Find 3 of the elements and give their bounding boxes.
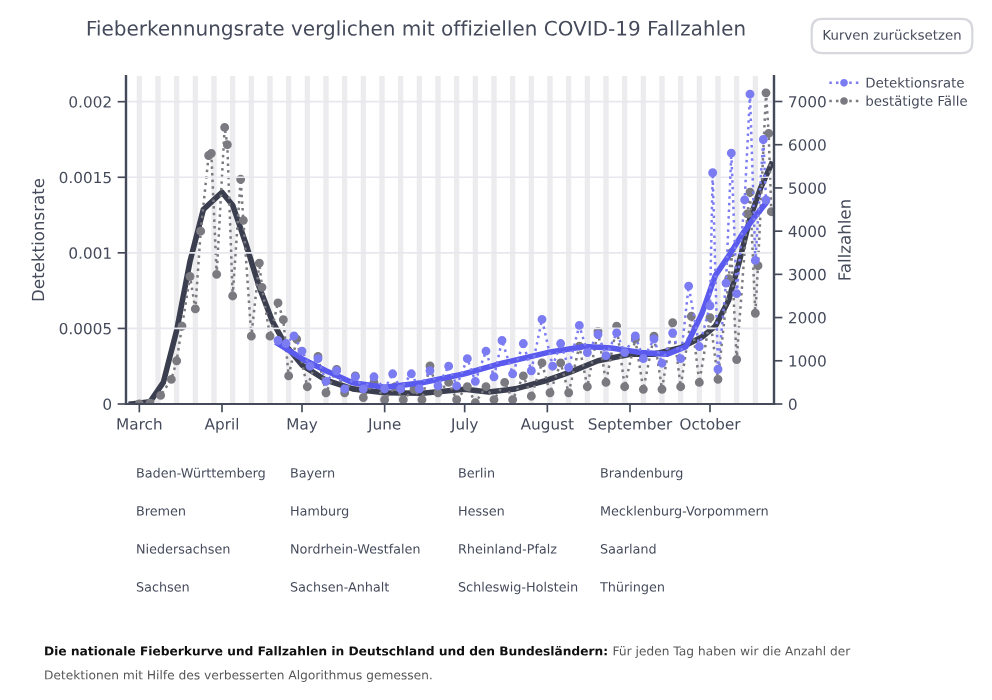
y-axis-title: Detektionsrate [31, 178, 45, 301]
chart-title: Fieberkennungsrate verglichen mit offiziellen COVID-19 Fallzahlen [87, 20, 745, 40]
y2-axis-title: Fallzahlen [837, 200, 851, 280]
